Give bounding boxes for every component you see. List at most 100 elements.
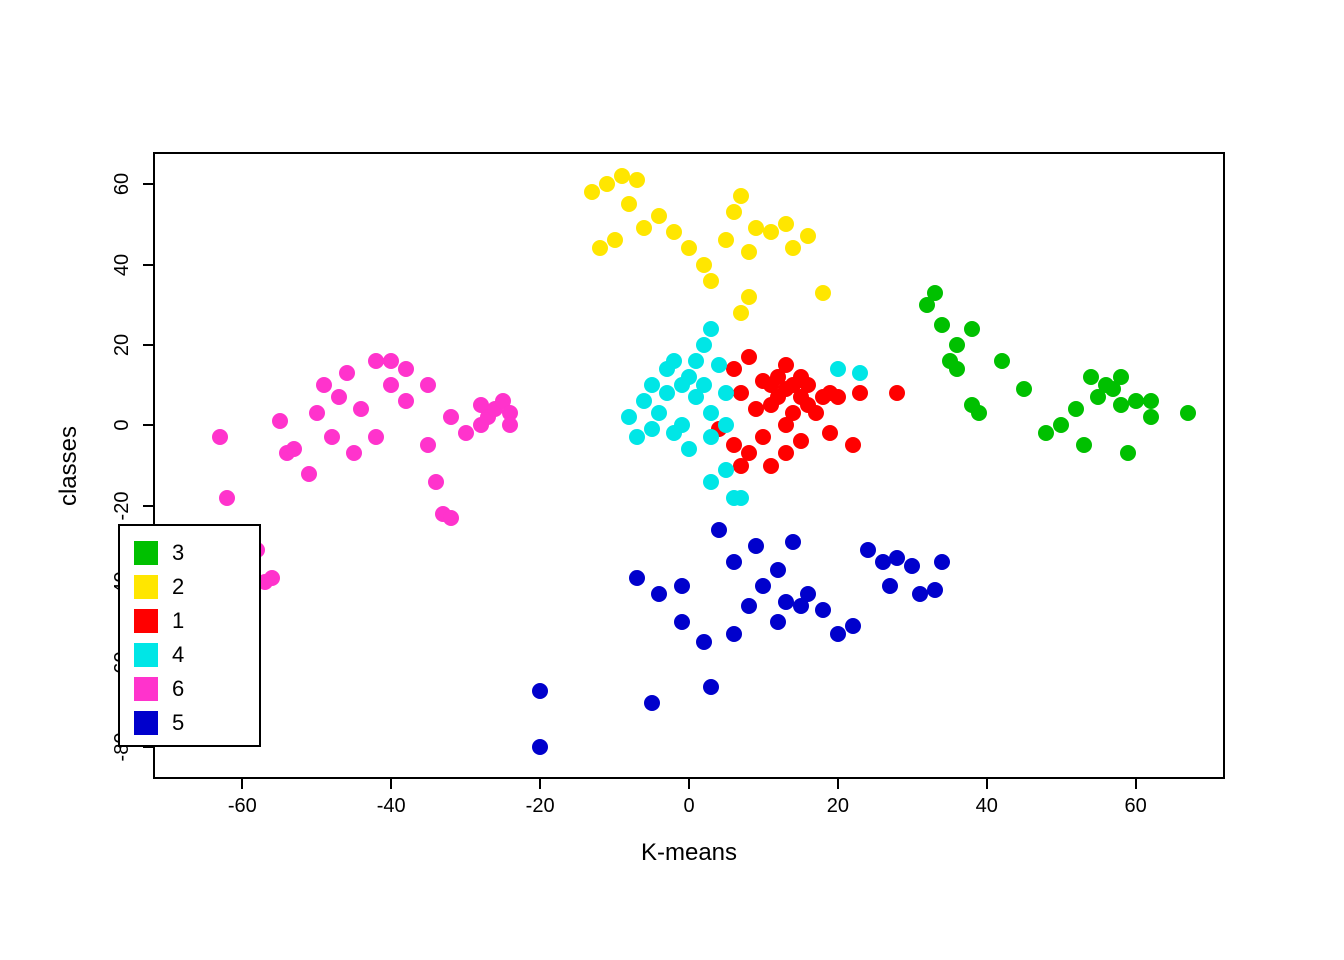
point-class-2 bbox=[636, 220, 652, 236]
point-class-6 bbox=[272, 413, 288, 429]
point-class-4 bbox=[674, 417, 690, 433]
legend-swatch bbox=[134, 575, 158, 599]
point-class-3 bbox=[927, 285, 943, 301]
x-tick-label: -20 bbox=[526, 795, 555, 818]
x-tick-label: 20 bbox=[827, 795, 849, 818]
point-class-6 bbox=[309, 405, 325, 421]
point-class-1 bbox=[778, 445, 794, 461]
point-class-5 bbox=[770, 562, 786, 578]
point-class-5 bbox=[830, 626, 846, 642]
point-class-5 bbox=[934, 554, 950, 570]
y-tick bbox=[143, 505, 153, 507]
point-class-1 bbox=[830, 389, 846, 405]
y-axis-title-text: classes bbox=[55, 426, 83, 506]
point-class-1 bbox=[852, 385, 868, 401]
x-tick bbox=[837, 779, 839, 789]
point-class-6 bbox=[443, 510, 459, 526]
point-class-3 bbox=[1083, 369, 1099, 385]
point-class-2 bbox=[607, 232, 623, 248]
point-class-2 bbox=[666, 224, 682, 240]
point-class-4 bbox=[718, 417, 734, 433]
x-tick bbox=[539, 779, 541, 789]
point-class-1 bbox=[755, 429, 771, 445]
point-class-6 bbox=[286, 441, 302, 457]
point-class-5 bbox=[800, 586, 816, 602]
point-class-5 bbox=[889, 550, 905, 566]
chart-canvas: -60-40-200204060 -80-60-40-200204060 K-m… bbox=[0, 0, 1344, 960]
point-class-6 bbox=[368, 353, 384, 369]
legend-label: 5 bbox=[172, 710, 184, 736]
legend-item: 1 bbox=[134, 604, 245, 638]
point-class-3 bbox=[1068, 401, 1084, 417]
point-class-1 bbox=[733, 458, 749, 474]
point-class-1 bbox=[741, 349, 757, 365]
legend-label: 3 bbox=[172, 540, 184, 566]
point-class-4 bbox=[621, 409, 637, 425]
point-class-6 bbox=[420, 377, 436, 393]
point-class-5 bbox=[770, 614, 786, 630]
point-class-1 bbox=[793, 433, 809, 449]
x-tick bbox=[986, 779, 988, 789]
point-class-2 bbox=[800, 228, 816, 244]
point-class-4 bbox=[666, 353, 682, 369]
point-class-2 bbox=[733, 188, 749, 204]
y-tick bbox=[143, 183, 153, 185]
point-class-3 bbox=[1120, 445, 1136, 461]
point-class-5 bbox=[703, 679, 719, 695]
point-class-6 bbox=[324, 429, 340, 445]
x-tick-label: 40 bbox=[976, 795, 998, 818]
point-class-5 bbox=[845, 618, 861, 634]
point-class-4 bbox=[681, 369, 697, 385]
legend-item: 6 bbox=[134, 672, 245, 706]
point-class-4 bbox=[703, 405, 719, 421]
point-class-4 bbox=[703, 474, 719, 490]
point-class-5 bbox=[815, 602, 831, 618]
y-tick bbox=[143, 344, 153, 346]
point-class-3 bbox=[1143, 409, 1159, 425]
point-class-5 bbox=[785, 534, 801, 550]
point-class-4 bbox=[688, 353, 704, 369]
y-tick bbox=[143, 424, 153, 426]
point-class-1 bbox=[726, 361, 742, 377]
point-class-3 bbox=[1128, 393, 1144, 409]
y-axis-title: classes bbox=[55, 426, 83, 506]
x-tick-label: 60 bbox=[1125, 795, 1147, 818]
point-class-5 bbox=[711, 522, 727, 538]
point-class-4 bbox=[711, 357, 727, 373]
point-class-2 bbox=[733, 305, 749, 321]
point-class-3 bbox=[964, 321, 980, 337]
point-class-2 bbox=[748, 220, 764, 236]
point-class-2 bbox=[741, 244, 757, 260]
y-tick bbox=[143, 264, 153, 266]
point-class-6 bbox=[368, 429, 384, 445]
point-class-2 bbox=[621, 196, 637, 212]
point-class-6 bbox=[301, 466, 317, 482]
legend-item: 2 bbox=[134, 570, 245, 604]
legend-label: 1 bbox=[172, 608, 184, 634]
point-class-5 bbox=[778, 594, 794, 610]
point-class-2 bbox=[681, 240, 697, 256]
point-class-1 bbox=[889, 385, 905, 401]
y-tick-label: 40 bbox=[111, 253, 134, 275]
point-class-2 bbox=[614, 168, 630, 184]
point-class-1 bbox=[778, 357, 794, 373]
point-class-1 bbox=[748, 401, 764, 417]
point-class-5 bbox=[726, 554, 742, 570]
point-class-4 bbox=[651, 405, 667, 421]
point-class-2 bbox=[726, 204, 742, 220]
point-class-3 bbox=[949, 337, 965, 353]
point-class-5 bbox=[532, 739, 548, 755]
point-class-3 bbox=[1016, 381, 1032, 397]
x-tick-label: 0 bbox=[683, 795, 694, 818]
point-class-3 bbox=[994, 353, 1010, 369]
point-class-5 bbox=[674, 614, 690, 630]
point-class-6 bbox=[383, 377, 399, 393]
point-class-6 bbox=[316, 377, 332, 393]
x-tick bbox=[688, 779, 690, 789]
point-class-3 bbox=[1143, 393, 1159, 409]
point-class-5 bbox=[755, 578, 771, 594]
point-class-3 bbox=[971, 405, 987, 421]
y-tick-label: -20 bbox=[111, 491, 134, 520]
point-class-6 bbox=[219, 490, 235, 506]
point-class-5 bbox=[748, 538, 764, 554]
